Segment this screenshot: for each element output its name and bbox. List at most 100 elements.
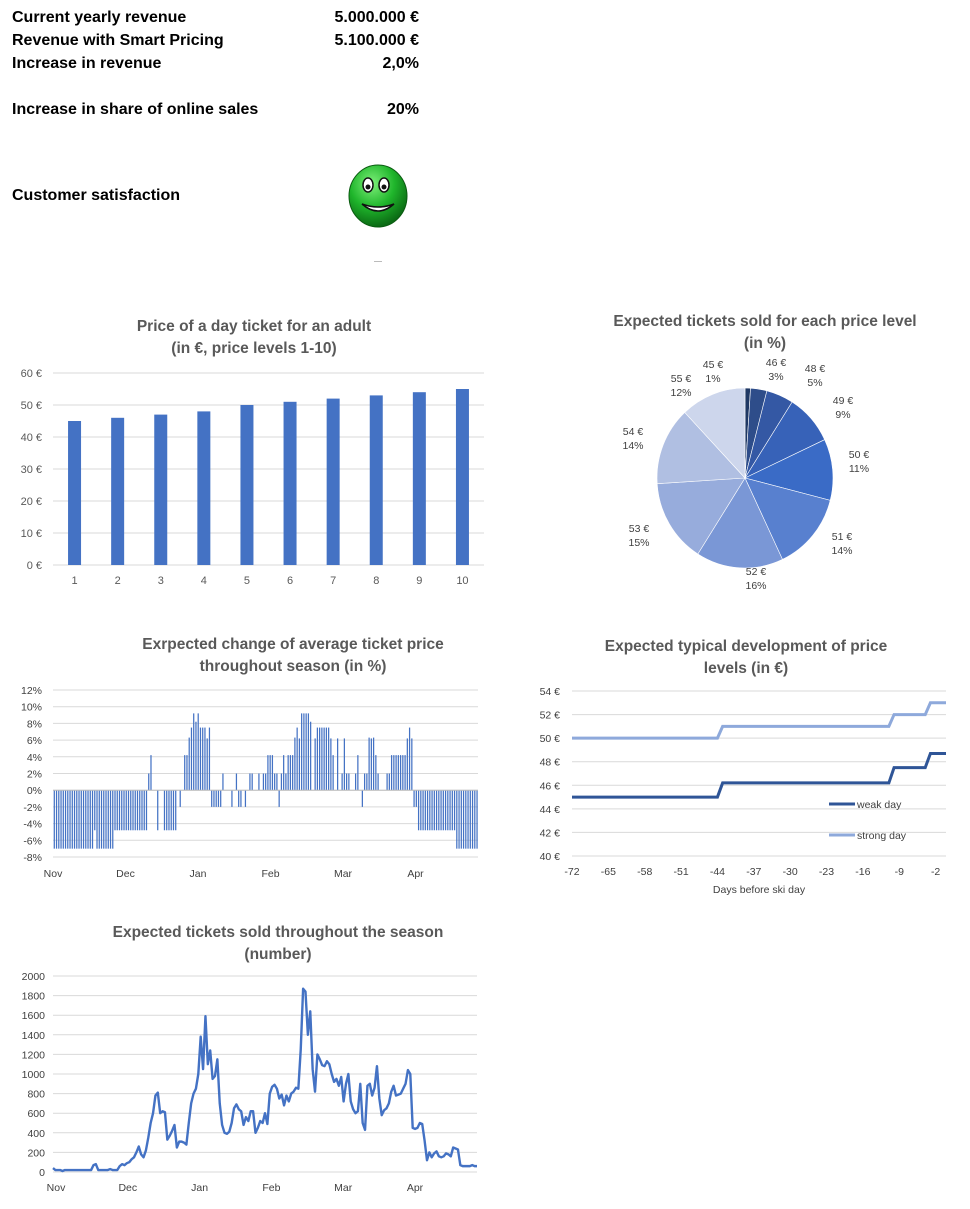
bar [366,773,368,791]
y-tick-label: 4% [27,752,42,764]
chart-title: Expected typical development of price [605,638,888,655]
x-tick-label: -16 [855,866,870,878]
bar [96,790,98,849]
bar [292,755,294,791]
bar [78,790,80,849]
bar [404,755,406,791]
slice-label: 52 € [746,566,767,578]
y-tick-label: 12% [21,685,42,697]
bar [422,790,424,831]
slice-percent: 3% [768,371,783,383]
bar [417,790,420,831]
x-tick-label: Mar [334,1182,353,1194]
bar [217,790,220,807]
x-tick-label: -72 [564,866,579,878]
slice-label: 55 € [671,373,692,385]
bar [195,721,197,791]
bar [130,790,132,831]
bar [251,773,253,791]
x-tick-label: Dec [116,868,135,880]
chart-title: (in %) [744,335,786,352]
slice-percent: 1% [705,373,720,385]
bar [274,773,276,791]
x-tick-label: -51 [673,866,688,878]
bar [460,790,462,849]
x-tick-label: -65 [601,866,616,878]
bar [369,395,383,565]
x-tick-label: -23 [819,866,834,878]
x-tick-label: Jan [190,868,207,880]
y-tick-label: 46 € [540,780,561,792]
pie-slice [656,477,746,555]
bar [377,773,379,791]
x-tick-label: -58 [637,866,652,878]
slice-label: 49 € [833,395,854,407]
chart-title: Price of a day ticket for an adult [137,318,371,335]
bar [449,790,451,831]
bar [440,790,442,831]
bar [114,790,116,831]
bar [132,790,134,831]
bar [283,755,285,791]
bar [100,790,103,849]
bar [476,790,478,849]
bar [154,414,168,565]
bar [399,755,402,791]
x-tick-label: 1 [71,575,77,587]
bar [125,790,127,831]
bar [145,790,148,831]
y-tick-label: 6% [27,735,42,747]
bar [289,755,292,791]
bar [68,421,82,565]
bar [76,790,78,849]
slice-percent: 15% [628,537,649,549]
smart-revenue-label: Revenue with Smart Pricing [12,32,224,49]
x-tick-label: -37 [746,866,761,878]
x-tick-label: -9 [895,866,904,878]
x-tick-label: Nov [44,868,63,880]
bar [103,790,105,849]
bar [64,790,67,849]
bar [438,790,440,831]
slice-percent: 12% [670,387,691,399]
x-tick-label: -2 [931,866,940,878]
bar [58,790,60,849]
y-tick-label: 0% [27,785,42,797]
x-tick-label: 9 [416,575,422,587]
bar [319,727,321,791]
series-line [52,987,477,1173]
bar [150,755,152,791]
bar [451,790,453,831]
pie-slice [744,477,831,560]
y-tick-label: 0 € [27,560,42,572]
bar [193,713,195,791]
bar [118,790,121,831]
bar [235,773,238,791]
bar [285,773,287,791]
bar [136,790,139,831]
bar [357,755,359,791]
bar [411,738,413,791]
x-tick-label: Dec [118,1182,137,1194]
slice-percent: 11% [849,463,869,475]
legend-label: strong day [857,830,907,842]
slice-percent: 5% [807,377,822,389]
price-development-chart: Expected typical development of price lev… [540,638,946,896]
bar [395,755,397,791]
bar [330,738,332,791]
bar [424,790,426,831]
bar [402,755,404,791]
bar [87,790,89,849]
slice-label: 46 € [766,357,787,369]
x-axis-label: Days before ski day [713,884,806,896]
bar [420,790,422,831]
bar [89,790,91,849]
x-tick-label: 5 [244,575,250,587]
y-tick-label: 2% [27,769,42,781]
current-revenue-label: Current yearly revenue [12,9,187,26]
bar [298,738,301,791]
chart-title: (in €, price levels 1-10) [171,340,336,357]
bar [197,411,211,565]
y-tick-label: 1800 [22,991,46,1003]
bar [197,713,199,791]
